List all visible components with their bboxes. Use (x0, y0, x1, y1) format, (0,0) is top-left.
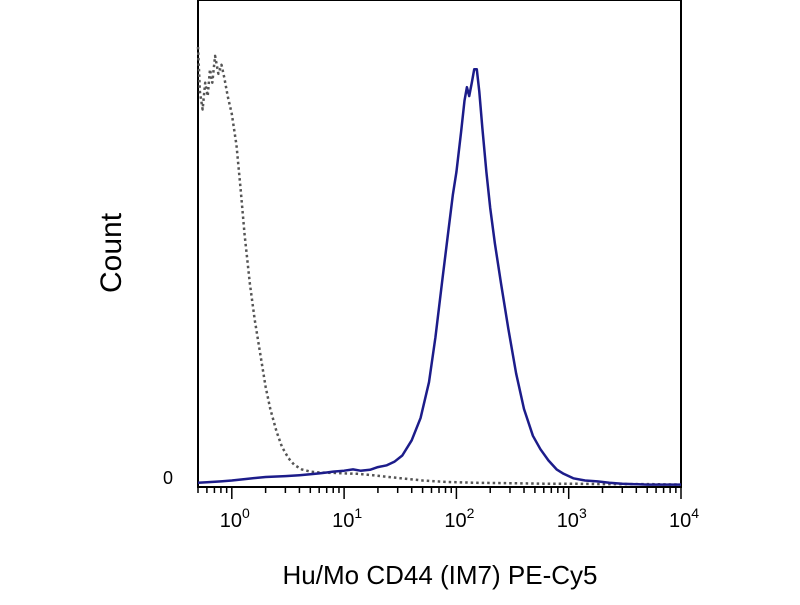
x-axis-ticks: 100 101 102 103 104 (197, 487, 699, 532)
x-tick-label: 104 (669, 505, 699, 532)
x-tick-label: 102 (444, 505, 474, 532)
isotype-control-series-line (196, 46, 682, 486)
x-tick-label: 103 (557, 505, 587, 532)
x-axis-label: Hu/Mo CD44 (IM7) PE-Cy5 (282, 560, 598, 590)
x-tick-label: 100 (220, 505, 250, 532)
series-layer (196, 46, 682, 486)
y-axis-label: Count (95, 212, 128, 293)
stained-sample-series-line (197, 68, 681, 486)
x-tick-label: 101 (332, 505, 362, 532)
y-zero-tick-label: 0 (163, 468, 174, 488)
